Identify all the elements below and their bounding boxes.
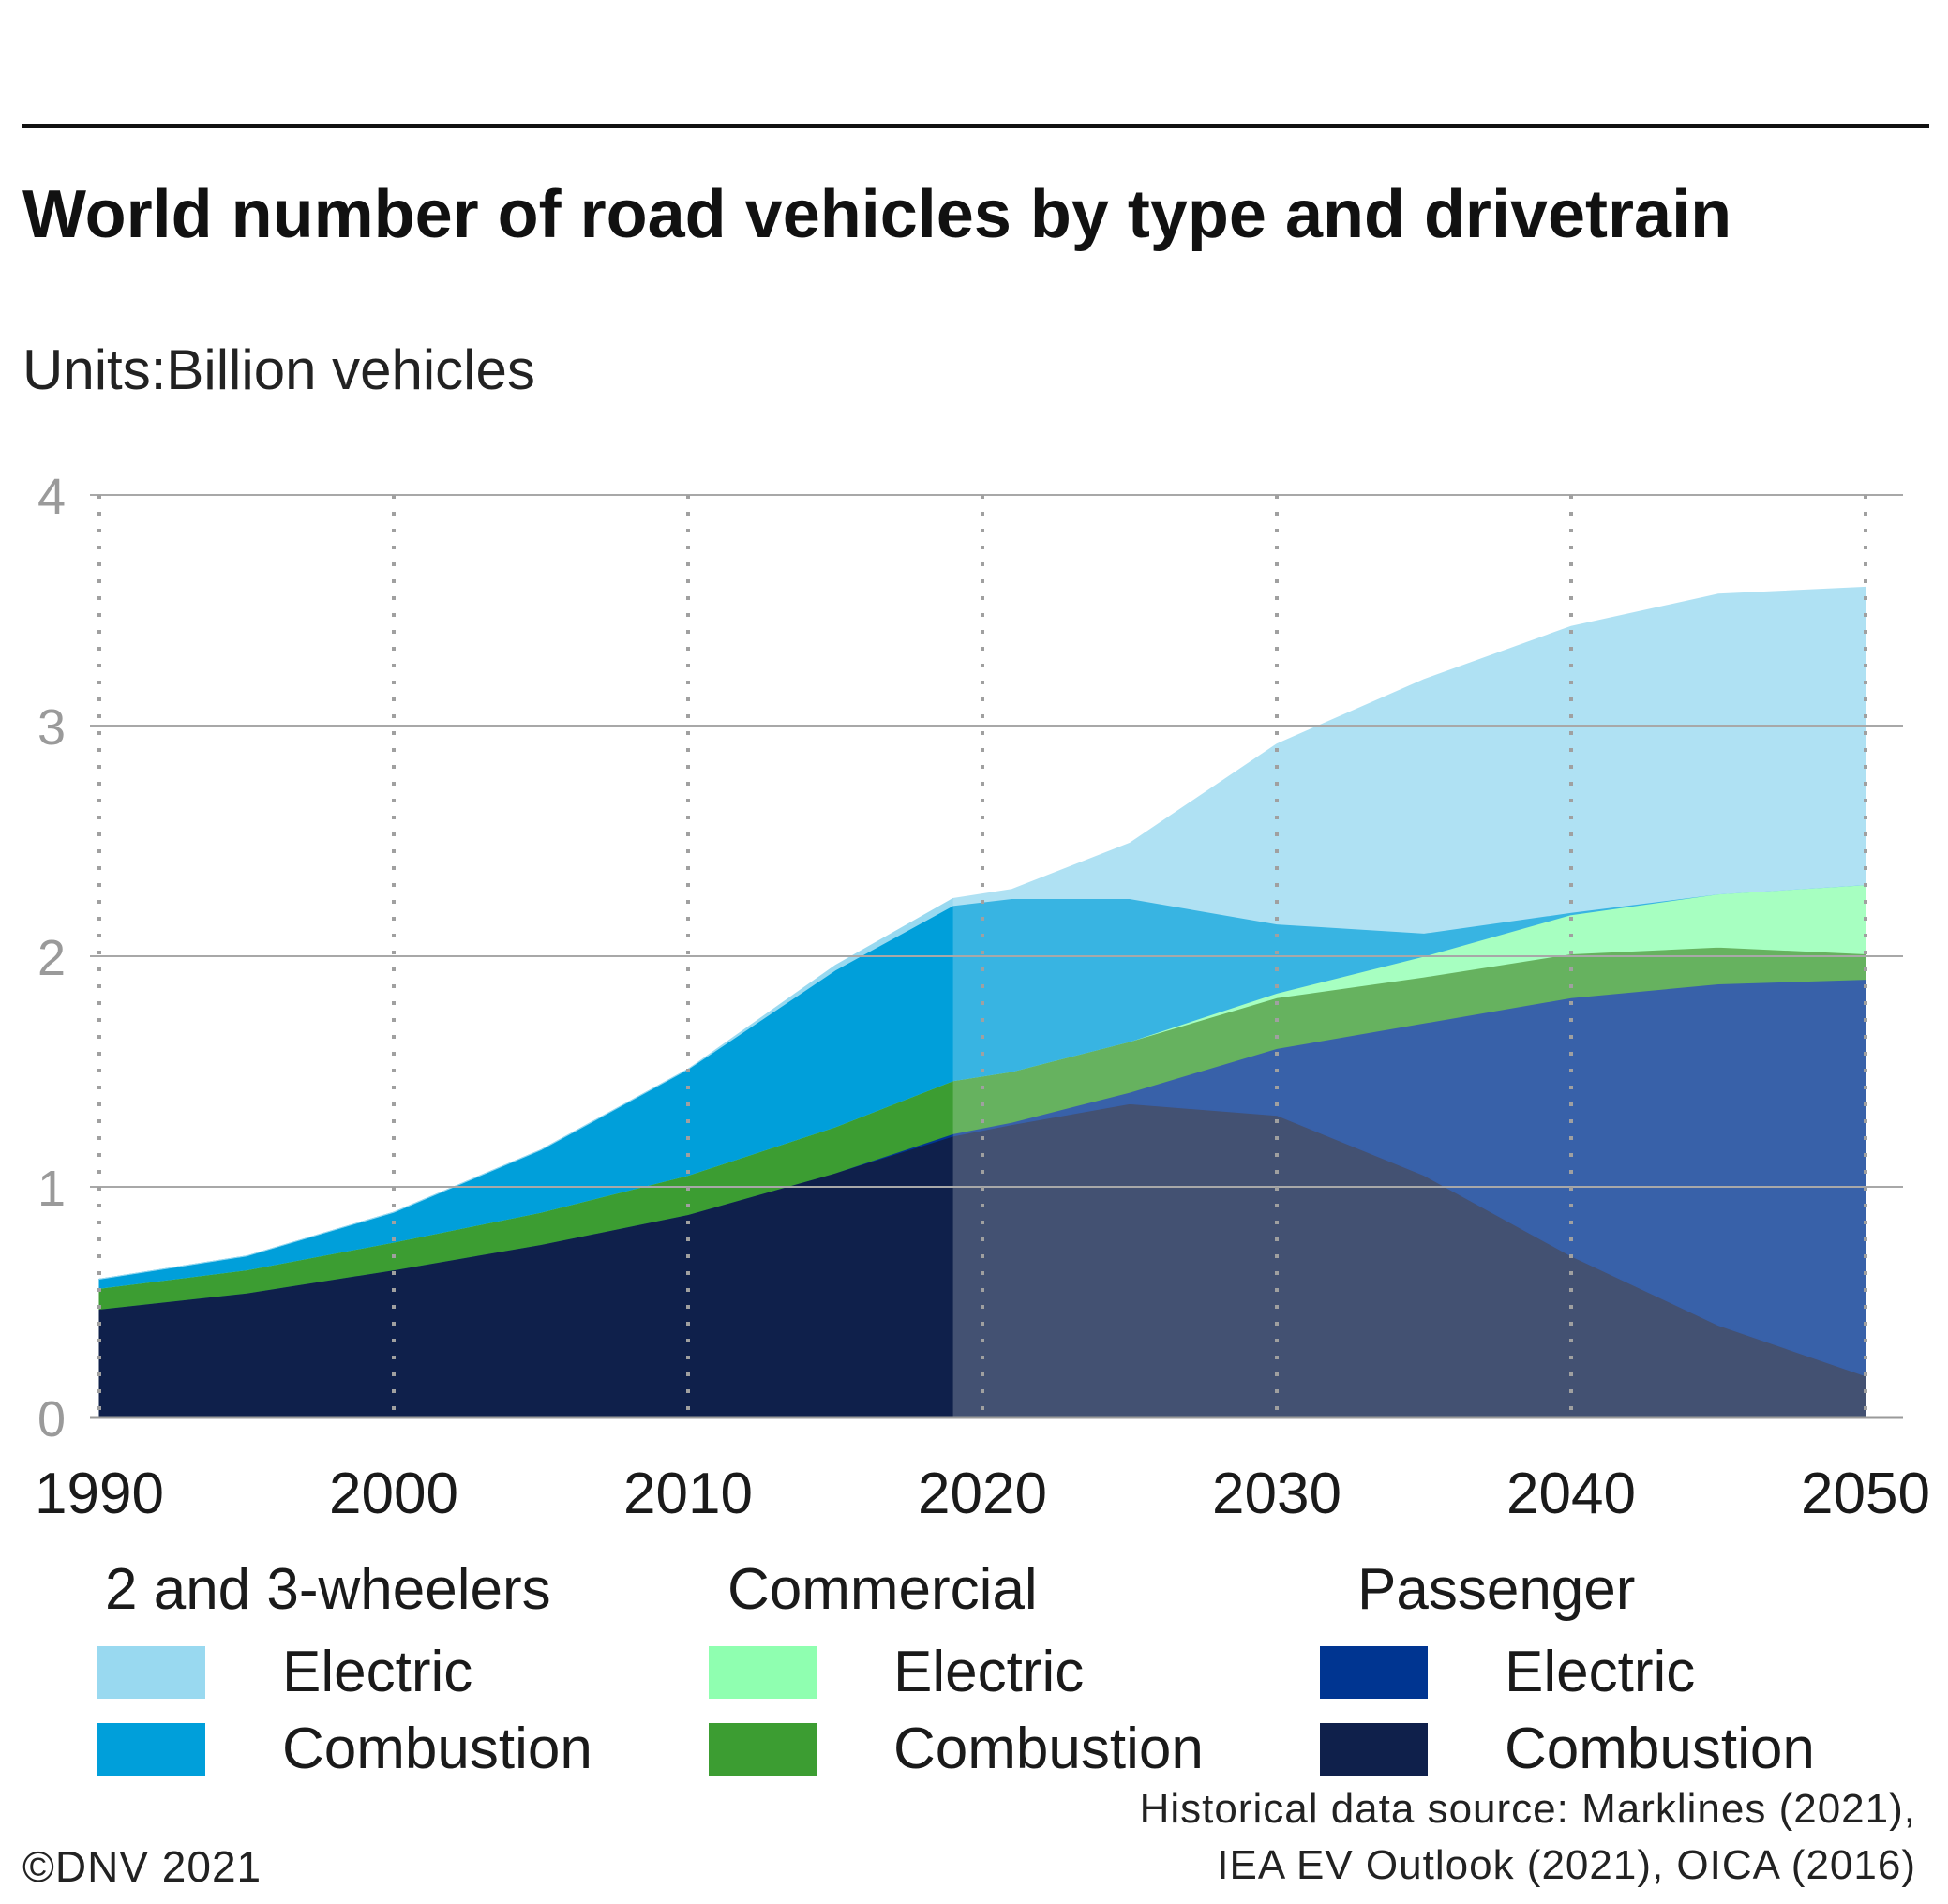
chart-title: World number of road vehicles by type an… (22, 177, 1732, 252)
units-label: Units:Billion vehicles (22, 338, 535, 401)
copyright: ©DNV 2021 (22, 1842, 262, 1891)
chart-svg: 0 1 2 3 4 1990 2000 2010 2020 2030 2040 2050 (35, 469, 1930, 1526)
legend-label: Combustion (282, 1717, 592, 1781)
legend-label: Electric (282, 1640, 473, 1704)
legend-swatch-wheelers-combustion (97, 1722, 205, 1776)
tick-layer: 0 1 2 3 4 1990 2000 2010 2020 2030 2040 2050 (35, 469, 1930, 1526)
x-tick-label: 2010 (623, 1462, 753, 1526)
legend-group-title-commercial: Commercial (727, 1557, 1038, 1622)
legend-swatch-wheelers-electric (97, 1645, 205, 1699)
y-tick-label: 0 (37, 1391, 66, 1447)
x-tick-label: 1990 (35, 1462, 164, 1526)
x-tick-label: 2000 (329, 1462, 458, 1526)
legend-item-commercial-combustion: Combustion (709, 1716, 1204, 1782)
source-line-2: IEA EV Outlook (2021), OICA (2016) (1217, 1842, 1916, 1888)
legend-label: Electric (1505, 1640, 1696, 1704)
legend-item-passenger-electric: Electric (1320, 1639, 1695, 1705)
legend-group-title-passenger: Passenger (1357, 1557, 1636, 1622)
legend-item-wheelers-electric: Electric (97, 1639, 472, 1705)
x-tick-label: 2040 (1506, 1462, 1636, 1526)
x-tick-label: 2050 (1801, 1462, 1930, 1526)
legend-label: Combustion (893, 1717, 1204, 1781)
y-tick-label: 4 (37, 469, 66, 525)
y-tick-label: 2 (37, 930, 66, 986)
legend-swatch-commercial-combustion (709, 1722, 817, 1776)
x-tick-label: 2020 (918, 1462, 1047, 1526)
source-line-1: Historical data source: Marklines (2021)… (1139, 1786, 1916, 1832)
area-series-2-and-3-wheelers-electric (98, 586, 1866, 1280)
legend-swatch-passenger-electric (1320, 1645, 1428, 1699)
forecast-overlay (952, 486, 1866, 1417)
y-tick-label: 1 (37, 1161, 66, 1217)
top-rule (22, 124, 1929, 128)
grid-layer (90, 494, 1903, 1419)
x-tick-label: 2030 (1212, 1462, 1341, 1526)
legend-label: Combustion (1505, 1717, 1815, 1781)
legend-swatch-passenger-combustion (1320, 1722, 1428, 1776)
legend-item-wheelers-combustion: Combustion (97, 1716, 592, 1782)
legend-label: Electric (893, 1640, 1085, 1704)
legend-swatch-commercial-electric (709, 1645, 817, 1699)
source-note: Historical data source: Marklines (2021)… (1140, 1781, 1916, 1894)
legend-item-commercial-electric: Electric (709, 1639, 1084, 1705)
y-tick-label: 3 (37, 699, 66, 756)
legend-item-passenger-combustion: Combustion (1320, 1716, 1815, 1782)
legend-group-title-wheelers: 2 and 3-wheelers (105, 1557, 551, 1622)
